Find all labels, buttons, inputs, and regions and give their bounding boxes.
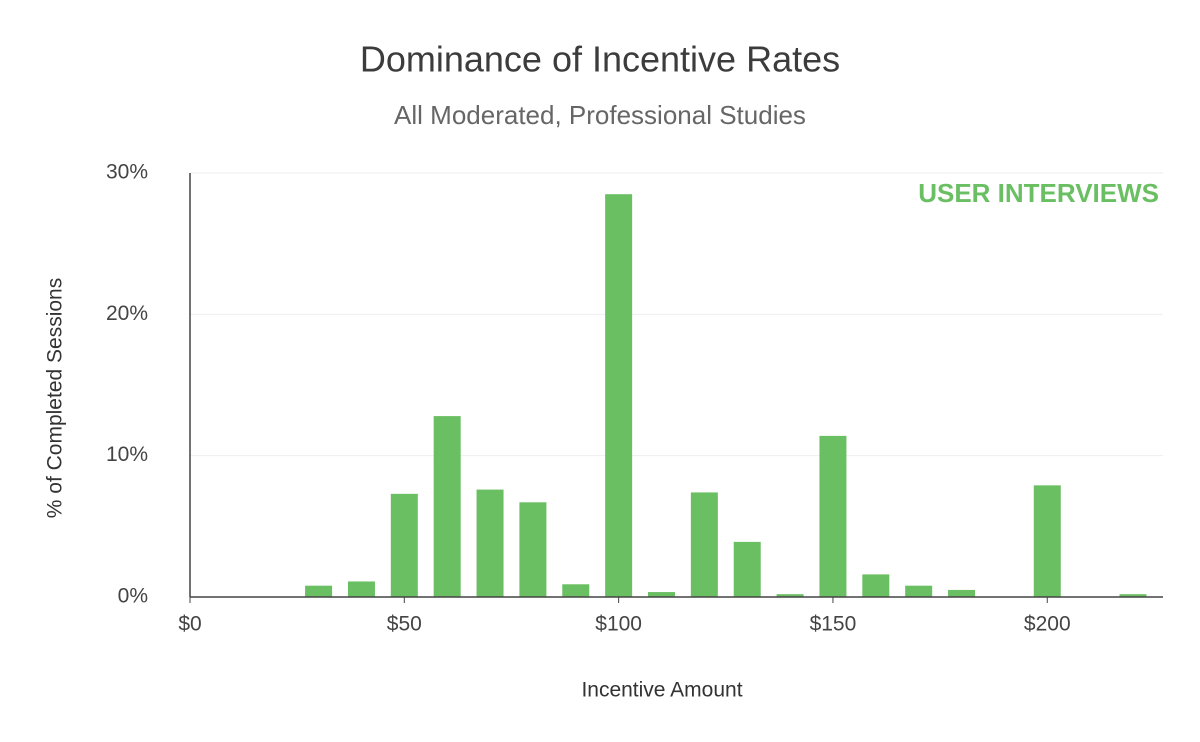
bar — [305, 585, 333, 597]
bar — [647, 592, 675, 597]
bar — [905, 585, 933, 597]
bar — [1033, 485, 1061, 597]
bar — [776, 594, 804, 597]
bar — [519, 502, 547, 597]
y-axis-title: % of Completed Sessions — [44, 278, 67, 518]
y-tick-label: 30% — [106, 161, 148, 184]
x-axis-title: Incentive Amount — [581, 679, 742, 702]
bar — [476, 489, 504, 597]
bar — [390, 493, 418, 597]
bar — [1119, 594, 1147, 597]
chart-subtitle: All Moderated, Professional Studies — [394, 100, 806, 130]
x-tick-label: $50 — [387, 613, 422, 636]
x-tick-label: $200 — [1024, 613, 1071, 636]
bar — [862, 574, 890, 597]
y-tick-label: 10% — [106, 443, 148, 466]
x-tick-label: $100 — [595, 613, 642, 636]
watermark: USER INTERVIEWS — [918, 178, 1159, 208]
bar — [948, 589, 976, 597]
bar — [733, 541, 761, 597]
bar — [819, 435, 847, 597]
y-tick-label: 20% — [106, 302, 148, 325]
x-tick-label: $0 — [178, 613, 201, 636]
bar — [562, 584, 590, 597]
bar — [347, 581, 375, 597]
bar — [690, 492, 718, 597]
bar — [605, 194, 633, 597]
x-tick-label: $150 — [810, 613, 857, 636]
y-tick-label: 0% — [118, 585, 148, 608]
bar — [433, 416, 461, 597]
chart-title: Dominance of Incentive Rates — [360, 39, 840, 80]
